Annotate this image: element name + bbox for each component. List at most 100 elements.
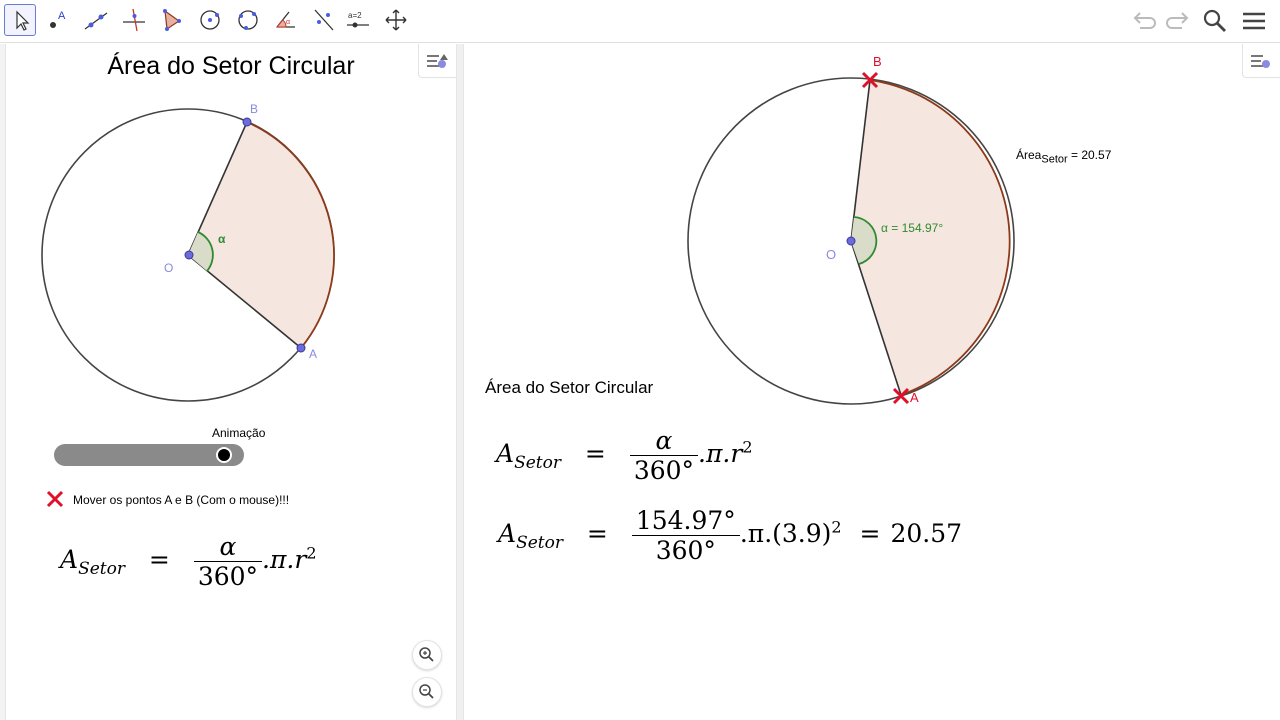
formula2-eq: = — [586, 519, 608, 548]
search-icon — [1203, 9, 1226, 32]
point-tool[interactable]: A — [42, 4, 74, 36]
reflect-icon — [314, 9, 334, 31]
formula2-tail: .π.(3.9) — [739, 519, 832, 548]
formula2-num: 154.97° — [631, 506, 740, 536]
left-construction — [41, 108, 335, 508]
formula2-exp: 2 — [831, 517, 842, 537]
angle-tool[interactable]: α — [270, 4, 302, 36]
style-bar-button-right[interactable] — [1242, 44, 1280, 78]
segment-ob-right — [850, 79, 871, 242]
zoom-out-button[interactable] — [412, 677, 442, 707]
point-tool-label: A — [58, 10, 66, 22]
slider-tool[interactable]: a=2 — [342, 4, 374, 36]
polygon-tool[interactable] — [156, 4, 188, 36]
formula2-lhs: A — [498, 519, 517, 548]
sector-left — [188, 122, 335, 348]
formula2-den: 360° — [655, 536, 716, 565]
formula-left: ASetor = α 360° .π.r2 — [60, 532, 317, 591]
page-title: Área do Setor Circular — [107, 52, 355, 80]
formula-left-exp: 2 — [306, 543, 317, 563]
circle-right — [687, 77, 1015, 405]
formula-left-sub: Setor — [78, 559, 125, 579]
label-a-left: A — [309, 347, 318, 361]
undo-icon — [1133, 12, 1156, 29]
circle-tool[interactable] — [194, 4, 226, 36]
formula2-eq2: = — [859, 519, 881, 548]
point-a-right-cross[interactable] — [892, 387, 910, 405]
formula-left-den: 360° — [197, 562, 259, 591]
label-b-right: B — [873, 54, 882, 69]
style-bar-button-left[interactable] — [418, 44, 456, 78]
angle-fill-left — [188, 232, 213, 271]
polygon-icon — [163, 9, 181, 31]
formula1-fraction: α 360° — [629, 426, 699, 485]
cursor-arrow-icon — [16, 10, 30, 31]
formula1-den: 360° — [633, 456, 695, 485]
move-graphics-tool[interactable] — [380, 4, 412, 36]
line-tool[interactable] — [80, 4, 112, 36]
circle-icon — [200, 10, 220, 30]
conic-tool[interactable] — [232, 4, 264, 36]
label-a-right: A — [910, 390, 919, 405]
formula-right-1: ASetor = α 360° .π.r2 — [496, 426, 753, 485]
point-o-left[interactable] — [184, 250, 194, 260]
move-tool[interactable] — [4, 4, 36, 36]
menu-icon — [1243, 12, 1265, 30]
slider-icon: a=2 — [347, 11, 369, 28]
point-b-right-cross[interactable] — [861, 71, 879, 89]
left-edge — [0, 44, 6, 720]
area-readout-label: Área — [1016, 148, 1042, 162]
angle-label-right: α = 154.97° — [881, 221, 944, 235]
label-o-right: O — [826, 247, 837, 262]
arc-left — [246, 121, 335, 349]
move-view-icon — [385, 9, 407, 31]
segment-oa-right — [850, 240, 902, 396]
formula-left-eq: = — [148, 545, 170, 574]
animation-slider-handle[interactable] — [216, 447, 232, 463]
zoom-in-icon — [419, 647, 434, 662]
slider-tool-label: a=2 — [348, 11, 362, 20]
formula2-fraction: 154.97° 360° — [631, 506, 740, 565]
perpendicular-tool[interactable] — [118, 4, 150, 36]
zoom-in-button[interactable] — [412, 640, 442, 670]
perpendicular-icon — [123, 8, 145, 32]
formula2-result: 20.57 — [890, 519, 963, 548]
graphics-view-1[interactable]: Área do Setor Circular B A O α Animação … — [6, 44, 456, 720]
area-readout: ÁreaSetor = 20.57 — [1016, 148, 1111, 165]
arc-right — [869, 79, 1011, 396]
point-icon: A — [50, 10, 66, 28]
zoom-out-icon — [419, 684, 434, 699]
right-heading: Área do Setor Circular — [485, 378, 654, 397]
point-b-left[interactable] — [242, 117, 252, 127]
slider-label: Animação — [212, 426, 266, 440]
point-a-left[interactable] — [296, 343, 306, 353]
area-readout-value: = 20.57 — [1067, 148, 1112, 162]
line-icon — [84, 12, 108, 30]
undo-button[interactable] — [1130, 6, 1160, 36]
panel-divider[interactable] — [456, 44, 464, 720]
formula1-lhs: A — [496, 439, 515, 468]
angle-label-left: α — [218, 232, 226, 246]
angle-arc-right — [853, 216, 878, 265]
formula-left-lhs: A — [60, 545, 79, 574]
circle-three-points-icon — [238, 10, 258, 30]
toolbar: A α a=2 — [0, 0, 1280, 43]
reflect-tool[interactable] — [308, 4, 340, 36]
point-o-right[interactable] — [846, 236, 856, 246]
formula1-eq: = — [584, 439, 606, 468]
animation-slider-track[interactable] — [54, 444, 244, 466]
redo-button[interactable] — [1162, 6, 1192, 36]
formula-left-tail: .π.r — [262, 545, 307, 574]
formula1-num: α — [629, 426, 699, 456]
formula-right-2: ASetor = 154.97° 360° .π.(3.9)2 = 20.57 — [498, 506, 962, 565]
sector-right — [851, 80, 1010, 395]
angle-icon: α — [275, 11, 295, 28]
label-b-left: B — [250, 102, 259, 116]
formula1-sub: Setor — [514, 453, 561, 473]
formula1-tail: .π.r — [698, 439, 743, 468]
menu-button[interactable] — [1240, 6, 1270, 36]
style-bar-icon-right — [1251, 55, 1270, 68]
angle-tool-label: α — [286, 19, 290, 26]
search-button[interactable] — [1200, 6, 1230, 36]
graphics-view-2[interactable]: B A O α = 154.97° ÁreaSetor = 20.57 Área… — [464, 44, 1280, 720]
